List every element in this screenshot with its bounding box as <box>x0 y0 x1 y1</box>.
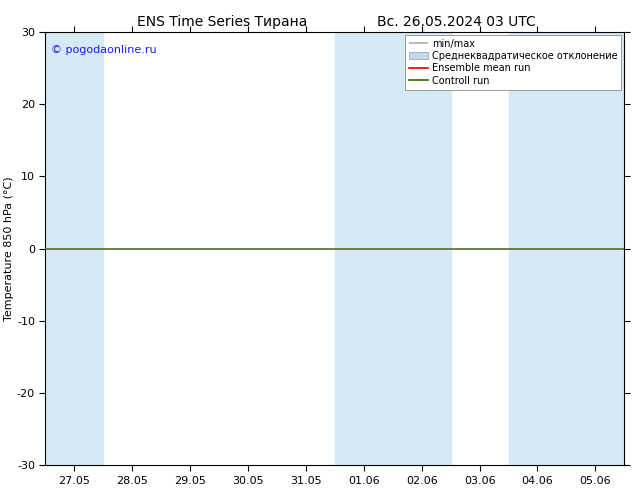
Text: Вс. 26.05.2024 03 UTC: Вс. 26.05.2024 03 UTC <box>377 15 536 29</box>
Legend: min/max, Среднеквадратическое отклонение, Ensemble mean run, Controll run: min/max, Среднеквадратическое отклонение… <box>404 35 621 90</box>
Text: © pogodaonline.ru: © pogodaonline.ru <box>51 45 157 55</box>
Bar <box>335 32 392 466</box>
Bar <box>46 32 103 466</box>
Y-axis label: Temperature 850 hPa (°C): Temperature 850 hPa (°C) <box>4 176 14 321</box>
Bar <box>508 32 566 466</box>
Bar <box>392 32 451 466</box>
Text: ENS Time Series Тирана: ENS Time Series Тирана <box>137 15 307 29</box>
Bar <box>566 32 624 466</box>
